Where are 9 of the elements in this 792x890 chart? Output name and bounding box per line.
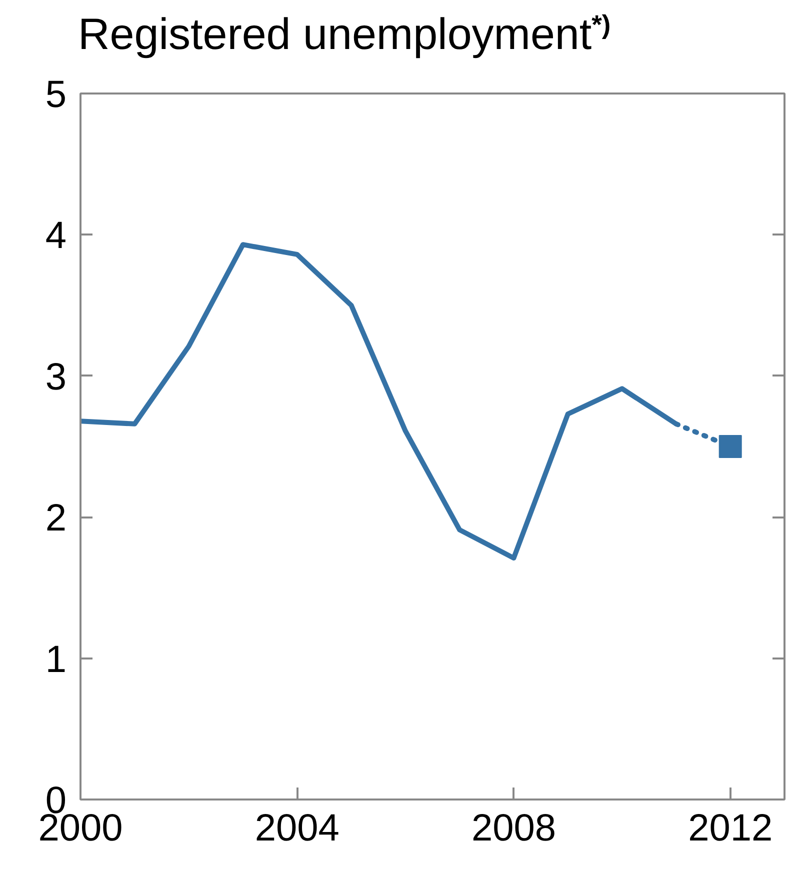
y-tick-label: 4 [45, 215, 67, 258]
y-tick-label: 2 [45, 498, 67, 540]
x-tick-label: 2004 [254, 808, 340, 850]
y-tick-label: 3 [45, 356, 67, 398]
x-tick-label: 2012 [688, 808, 773, 850]
chart-title: Registered unemployment$^{*)}$ [78, 8, 611, 61]
y-tick-label: 1 [45, 638, 67, 681]
x-tick-label: 2008 [471, 808, 556, 850]
y-tick-label: 5 [45, 74, 67, 116]
